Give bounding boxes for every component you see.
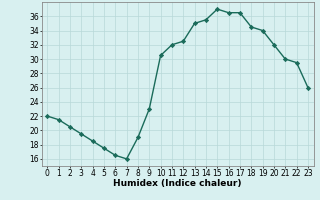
- X-axis label: Humidex (Indice chaleur): Humidex (Indice chaleur): [113, 179, 242, 188]
